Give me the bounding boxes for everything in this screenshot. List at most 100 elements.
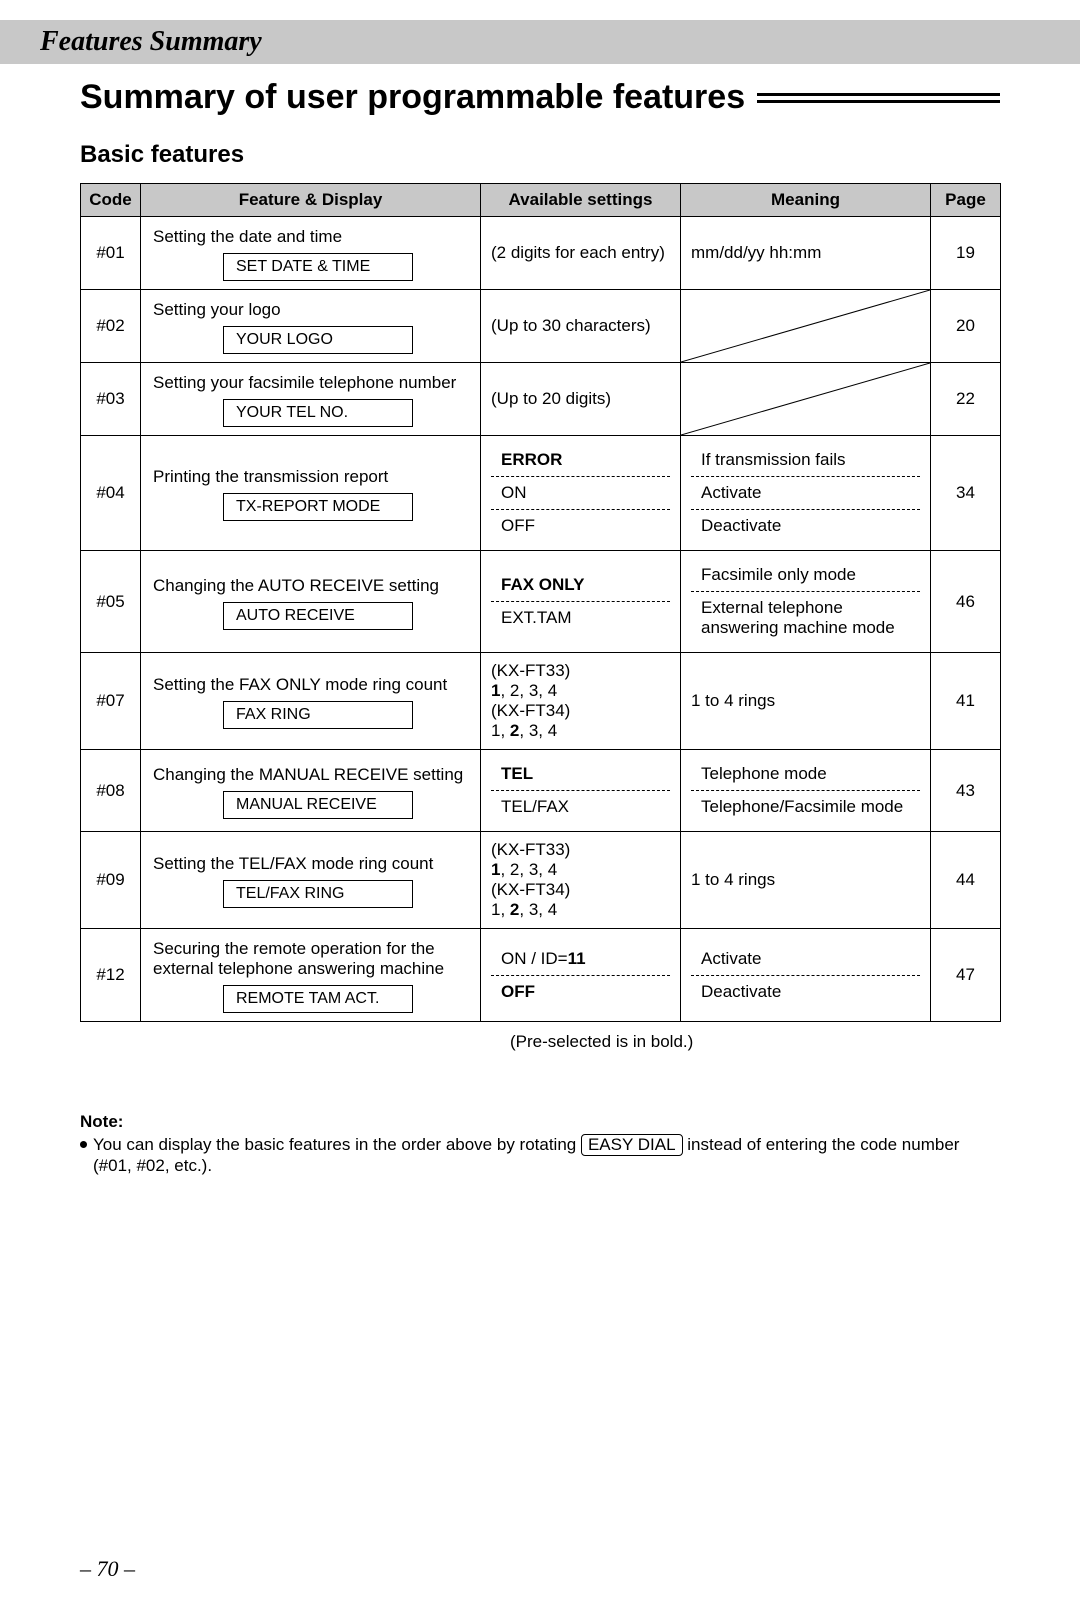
cell-available: (Up to 30 characters) xyxy=(481,290,681,363)
title-rule-icon xyxy=(757,93,1000,103)
cell-feature: Changing the AUTO RECEIVE setting AUTO R… xyxy=(141,551,481,653)
meaning-text: If transmission fails xyxy=(691,444,920,476)
meaning-text: Activate xyxy=(691,477,920,509)
ring-values: 1, 2, 3, 4 xyxy=(491,900,670,920)
table-row: #07 Setting the FAX ONLY mode ring count… xyxy=(81,653,1001,750)
cell-available: (2 digits for each entry) xyxy=(481,217,681,290)
display-box: REMOTE TAM ACT. xyxy=(223,985,413,1013)
cell-meaning: 1 to 4 rings xyxy=(681,653,931,750)
display-box: YOUR TEL NO. xyxy=(223,399,413,427)
feature-desc: Printing the transmission report xyxy=(153,467,470,487)
note-text: You can display the basic features in th… xyxy=(93,1134,1000,1176)
cell-code: #12 xyxy=(81,929,141,1022)
setting-option: ERROR xyxy=(491,444,670,476)
model-label: (KX-FT34) xyxy=(491,880,670,900)
cell-feature: Setting your logo YOUR LOGO xyxy=(141,290,481,363)
section-header-bar: Features Summary xyxy=(0,20,1080,64)
meaning-text: External telephone answering machine mod… xyxy=(691,592,920,644)
setting-option: EXT.TAM xyxy=(491,602,670,634)
section-title: Basic features xyxy=(0,141,1080,169)
feature-desc: Setting your facsimile telephone number xyxy=(153,373,470,393)
cell-meaning: 1 to 4 rings xyxy=(681,832,931,929)
cell-meaning xyxy=(681,290,931,363)
slash-icon xyxy=(681,290,930,362)
cell-feature: Setting the TEL/FAX mode ring count TEL/… xyxy=(141,832,481,929)
meaning-text: Telephone mode xyxy=(691,758,920,790)
section-header-title: Features Summary xyxy=(40,26,262,57)
meaning-text: Deactivate xyxy=(691,510,920,542)
key-label: EASY DIAL xyxy=(581,1134,683,1156)
cell-available: (Up to 20 digits) xyxy=(481,363,681,436)
model-label: (KX-FT33) xyxy=(491,661,670,681)
cell-feature: Securing the remote operation for the ex… xyxy=(141,929,481,1022)
meaning-text: Facsimile only mode xyxy=(691,559,920,591)
setting-option: ON / ID=11 xyxy=(491,943,670,975)
cell-feature: Setting your facsimile telephone number … xyxy=(141,363,481,436)
feature-desc: Securing the remote operation for the ex… xyxy=(153,939,470,979)
cell-meaning: Telephone mode Telephone/Facsimile mode xyxy=(681,750,931,832)
cell-code: #03 xyxy=(81,363,141,436)
cell-meaning: Facsimile only mode External telephone a… xyxy=(681,551,931,653)
cell-available: TEL TEL/FAX xyxy=(481,750,681,832)
setting-option: TEL xyxy=(491,758,670,790)
setting-option: OFF xyxy=(491,976,670,1008)
note-bullet: You can display the basic features in th… xyxy=(80,1134,1000,1176)
setting-option: ON xyxy=(491,477,670,509)
slash-icon xyxy=(681,363,930,435)
cell-meaning: mm/dd/yy hh:mm xyxy=(681,217,931,290)
cell-code: #07 xyxy=(81,653,141,750)
cell-page: 44 xyxy=(931,832,1001,929)
display-box: AUTO RECEIVE xyxy=(223,602,413,630)
cell-code: #01 xyxy=(81,217,141,290)
display-box: FAX RING xyxy=(223,701,413,729)
cell-page: 47 xyxy=(931,929,1001,1022)
note-section: Note: You can display the basic features… xyxy=(0,1052,1080,1176)
cell-feature: Setting the date and time SET DATE & TIM… xyxy=(141,217,481,290)
cell-page: 19 xyxy=(931,217,1001,290)
col-available: Available settings xyxy=(481,184,681,217)
table-row: #05 Changing the AUTO RECEIVE setting AU… xyxy=(81,551,1001,653)
features-table: Code Feature & Display Available setting… xyxy=(80,183,1001,1022)
bullet-icon xyxy=(80,1141,87,1148)
cell-meaning xyxy=(681,363,931,436)
display-box: MANUAL RECEIVE xyxy=(223,791,413,819)
ring-values: 1, 2, 3, 4 xyxy=(491,860,670,880)
feature-desc: Setting your logo xyxy=(153,300,470,320)
page-number: – 70 – xyxy=(0,1556,1080,1582)
display-box: TEL/FAX RING xyxy=(223,880,413,908)
display-box: YOUR LOGO xyxy=(223,326,413,354)
cell-available: ERROR ON OFF xyxy=(481,436,681,551)
table-row: #09 Setting the TEL/FAX mode ring count … xyxy=(81,832,1001,929)
cell-page: 46 xyxy=(931,551,1001,653)
cell-code: #04 xyxy=(81,436,141,551)
cell-available: (KX-FT33) 1, 2, 3, 4 (KX-FT34) 1, 2, 3, … xyxy=(481,653,681,750)
table-row: #04 Printing the transmission report TX-… xyxy=(81,436,1001,551)
table-row: #01 Setting the date and time SET DATE &… xyxy=(81,217,1001,290)
table-row: #12 Securing the remote operation for th… xyxy=(81,929,1001,1022)
feature-desc: Setting the TEL/FAX mode ring count xyxy=(153,854,470,874)
table-header-row: Code Feature & Display Available setting… xyxy=(81,184,1001,217)
cell-page: 22 xyxy=(931,363,1001,436)
table-row: #03 Setting your facsimile telephone num… xyxy=(81,363,1001,436)
cell-page: 20 xyxy=(931,290,1001,363)
cell-code: #08 xyxy=(81,750,141,832)
main-title: Summary of user programmable features xyxy=(80,78,745,117)
cell-meaning: Activate Deactivate xyxy=(681,929,931,1022)
col-page: Page xyxy=(931,184,1001,217)
table-row: #08 Changing the MANUAL RECEIVE setting … xyxy=(81,750,1001,832)
note-label: Note: xyxy=(80,1112,1000,1132)
feature-desc: Changing the MANUAL RECEIVE setting xyxy=(153,765,470,785)
meaning-text: Telephone/Facsimile mode xyxy=(691,791,920,823)
cell-available: FAX ONLY EXT.TAM xyxy=(481,551,681,653)
main-title-row: Summary of user programmable features xyxy=(0,78,1080,117)
cell-code: #02 xyxy=(81,290,141,363)
cell-page: 34 xyxy=(931,436,1001,551)
feature-desc: Setting the date and time xyxy=(153,227,470,247)
display-box: TX-REPORT MODE xyxy=(223,493,413,521)
cell-feature: Setting the FAX ONLY mode ring count FAX… xyxy=(141,653,481,750)
meaning-text: Deactivate xyxy=(691,976,920,1008)
feature-desc: Setting the FAX ONLY mode ring count xyxy=(153,675,470,695)
cell-available: (KX-FT33) 1, 2, 3, 4 (KX-FT34) 1, 2, 3, … xyxy=(481,832,681,929)
cell-code: #05 xyxy=(81,551,141,653)
cell-feature: Printing the transmission report TX-REPO… xyxy=(141,436,481,551)
